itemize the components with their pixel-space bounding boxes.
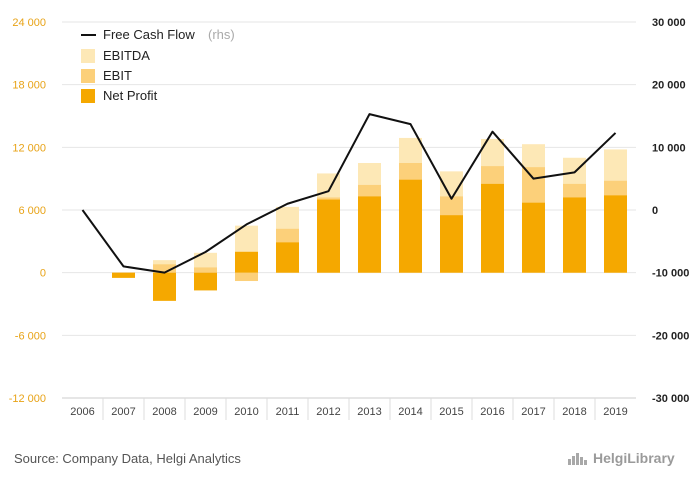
y-right-tick-label: 10 000 bbox=[652, 142, 686, 154]
legend: Free Cash Flow (rhs) EBITDA EBIT Net Pro… bbox=[81, 27, 235, 103]
x-tick-label: 2018 bbox=[562, 406, 586, 418]
x-tick-label: 2007 bbox=[111, 406, 135, 418]
bar-net-profit bbox=[112, 272, 135, 278]
x-tick-label: 2016 bbox=[480, 406, 504, 418]
y-right-tick-label: -30 000 bbox=[652, 393, 689, 405]
y-left-tick-label: 12 000 bbox=[12, 142, 46, 154]
x-tick-label: 2009 bbox=[193, 406, 217, 418]
bar-net-profit bbox=[235, 251, 258, 273]
bar-net-profit bbox=[563, 197, 586, 273]
x-tick-label: 2013 bbox=[357, 406, 381, 418]
y-right-tick-label: 20 000 bbox=[652, 80, 686, 92]
y-right-tick-label: -10 000 bbox=[652, 268, 689, 280]
x-tick-label: 2006 bbox=[70, 406, 94, 418]
bar-net-profit bbox=[481, 183, 504, 273]
legend-ebit-label: EBIT bbox=[103, 68, 132, 83]
bar-ebit bbox=[235, 272, 258, 282]
bar-net-profit bbox=[194, 272, 217, 291]
line-layer bbox=[81, 113, 617, 274]
bar-net-profit bbox=[317, 199, 340, 273]
bar-net-profit bbox=[604, 195, 627, 273]
bar-ebit bbox=[153, 264, 176, 273]
y-right-tick-label: 0 bbox=[652, 205, 658, 217]
legend-ebit-swatch bbox=[81, 69, 95, 83]
y-left-tick-label: 18 000 bbox=[12, 80, 46, 92]
y-left-tick-label: 0 bbox=[40, 268, 46, 280]
y-left-tick-label: 6 000 bbox=[18, 205, 46, 217]
chart: 24 000 18 000 12 000 6 000 0 -6 000 -12 000 30 … bbox=[9, 17, 689, 420]
bar-net-profit bbox=[522, 202, 545, 273]
x-tick-label: 2008 bbox=[152, 406, 176, 418]
bar-net-profit bbox=[399, 179, 422, 273]
legend-net-profit-swatch bbox=[81, 89, 95, 103]
x-tick-label: 2010 bbox=[234, 406, 258, 418]
legend-ebitda-swatch bbox=[81, 49, 95, 63]
axes-layer: 24 000 18 000 12 000 6 000 0 -6 000 -12 000 30 … bbox=[9, 17, 689, 420]
legend-ebitda-label: EBITDA bbox=[103, 48, 150, 63]
legend-rhs-note: (rhs) bbox=[208, 27, 235, 42]
brand-name: HelgiLibrary bbox=[593, 450, 675, 466]
gridlines bbox=[62, 21, 636, 399]
x-tick-label: 2014 bbox=[398, 406, 422, 418]
legend-free-cash-flow-label: Free Cash Flow bbox=[103, 27, 195, 42]
legend-net-profit-label: Net Profit bbox=[103, 88, 158, 103]
y-right-tick-label: 30 000 bbox=[652, 17, 686, 29]
free-cash-flow-line bbox=[81, 113, 617, 274]
x-tick-label: 2011 bbox=[276, 406, 300, 418]
bar-ebit bbox=[194, 267, 217, 273]
bar-net-profit bbox=[276, 242, 299, 273]
x-tick-label: 2017 bbox=[521, 406, 545, 418]
bar-net-profit bbox=[153, 272, 176, 301]
x-tick-label: 2019 bbox=[603, 406, 627, 418]
x-tick-label: 2015 bbox=[439, 406, 463, 418]
y-left-tick-label: -12 000 bbox=[9, 393, 46, 405]
bar-net-profit bbox=[440, 215, 463, 273]
y-left-tick-label: -6 000 bbox=[15, 330, 46, 342]
library-logo-icon bbox=[568, 453, 587, 465]
bars-layer bbox=[112, 137, 627, 301]
y-right-tick-label: -20 000 bbox=[652, 330, 689, 342]
x-tick-label: 2012 bbox=[316, 406, 340, 418]
y-left-tick-label: 24 000 bbox=[12, 17, 46, 29]
bar-net-profit bbox=[358, 196, 381, 273]
brand-logo: HelgiLibrary bbox=[567, 450, 675, 466]
source-note: Source: Company Data, Helgi Analytics bbox=[14, 451, 241, 466]
